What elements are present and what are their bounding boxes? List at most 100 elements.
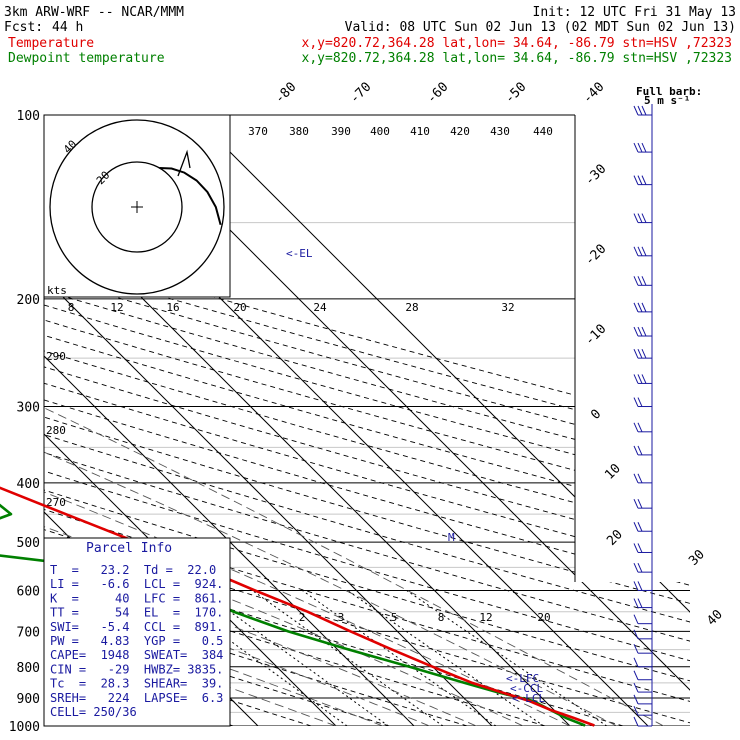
- speed-label: 8: [68, 301, 75, 314]
- parcel-info-row: Tc = 28.3 SHEAR= 39.: [50, 677, 223, 691]
- pressure-label: 800: [17, 661, 40, 676]
- theta-e-label: 370: [248, 125, 268, 138]
- dry-adiabat-line: [44, 115, 690, 726]
- wind-barb: [633, 657, 652, 668]
- isotherm-line: [44, 115, 415, 726]
- parcel-info-title: Parcel Info: [86, 541, 172, 556]
- pressure-axis-labels: 100 200 300 400 500 600 700 800 900 1000: [9, 109, 40, 735]
- wind-barb: [633, 682, 652, 693]
- forecast-hour: 44 h: [52, 20, 83, 35]
- dry-adiabat-line: [44, 115, 690, 726]
- wind-barb: [633, 142, 652, 153]
- pressure-label: 1000: [9, 720, 40, 735]
- pressure-label: 500: [17, 536, 40, 551]
- isotherm-label: -30: [582, 162, 609, 189]
- speed-label: 20: [233, 301, 246, 314]
- speed-label: 32: [501, 301, 514, 314]
- isotherm-line: [44, 115, 337, 726]
- wind-barb: [633, 422, 652, 433]
- mixing-ratio-line: [302, 590, 497, 726]
- wind-barb: [633, 694, 652, 705]
- theta-e-label: 420: [450, 125, 470, 138]
- storm-motion-arrow: [177, 149, 191, 177]
- isotherm-label: -40: [580, 80, 607, 107]
- parcel-info-row: SREH= 224 LAPSE= 6.3: [50, 691, 223, 705]
- mixing-ratio-line: [200, 590, 389, 726]
- wind-barb: [633, 643, 652, 654]
- isotherm-line: [44, 115, 493, 726]
- hodograph-trace: [159, 167, 222, 226]
- dry-adiabat-line: [44, 115, 690, 726]
- storm-marker: M: [448, 531, 455, 544]
- parcel-info-row: CELL= 250/36: [50, 705, 137, 719]
- parcel-info-row: TT = 54 EL = 170.: [50, 606, 223, 620]
- pressure-label: 400: [17, 477, 40, 492]
- wind-barb: [633, 302, 652, 313]
- dry-adiabat-line: [44, 115, 390, 726]
- theta-e-label: 440: [533, 125, 553, 138]
- forecast-label: Fcst:: [4, 20, 43, 35]
- mixing-ratio-labels: 2 3 5 8 12 20: [299, 611, 551, 624]
- mixing-ratio-line: [252, 590, 444, 726]
- full-barb-note: Full barb:: [636, 85, 702, 98]
- dewpoint-location: x,y=820.72,364.28 lat,lon= 34.64, -86.79…: [302, 51, 732, 66]
- isotherm-label: 40: [704, 607, 726, 629]
- wind-barb: [633, 716, 652, 727]
- wind-barb: [633, 246, 652, 257]
- wind-barb: [633, 445, 652, 456]
- isotherm-label: 0: [588, 407, 604, 423]
- isotherm-label: -80: [272, 80, 299, 107]
- mixing-ratio-label: 5: [391, 611, 398, 624]
- ccl-annotation: <-CCL: [510, 682, 543, 695]
- mixing-ratio-label: 20: [537, 611, 550, 624]
- wind-barb: [633, 348, 652, 359]
- speed-label: 28: [405, 301, 418, 314]
- isotherm-label: -70: [347, 80, 374, 107]
- dry-adiabat-line: [44, 115, 690, 726]
- wind-barb: [633, 522, 652, 532]
- theta-e-labels: 370 380 390 400 410 420 430 440: [248, 125, 553, 138]
- isotherm-label: 20: [604, 527, 626, 549]
- dry-adiabat-line: [44, 115, 690, 726]
- pressure-label: 900: [17, 692, 40, 707]
- moist-adiabat-line: [44, 298, 664, 726]
- wind-barb: [633, 705, 652, 716]
- wind-barb: [633, 374, 652, 384]
- isotherm-label: 30: [686, 547, 708, 569]
- dry-adiabat-line: [44, 115, 690, 726]
- theta-e-label: 390: [331, 125, 351, 138]
- dewpoint-legend: Dewpoint temperature: [8, 51, 165, 66]
- wind-barb: [633, 473, 652, 484]
- parcel-info-row: SWI= -5.4 CCL = 891.: [50, 620, 223, 634]
- mixing-ratio-label: 2: [299, 611, 306, 624]
- temperature-location: x,y=820.72,364.28 lat,lon= 34.64, -86.79…: [302, 36, 732, 51]
- speed-label: 24: [313, 301, 327, 314]
- wind-barb: [633, 326, 652, 337]
- isotherm-label: -60: [424, 80, 451, 107]
- pressure-label: 600: [17, 584, 40, 599]
- kts-label: kts: [47, 284, 67, 297]
- mixing-ratio-label: 3: [338, 611, 345, 624]
- wind-barb: [633, 397, 652, 408]
- wind-barb: [633, 562, 652, 573]
- wind-barb: [633, 598, 652, 609]
- wind-barb: [633, 543, 652, 553]
- parcel-info-row: LI = -6.6 LCL = 924.: [50, 577, 223, 591]
- mixing-ratio-label: 12: [479, 611, 492, 624]
- isotherm-label: 10: [602, 461, 624, 483]
- temperature-legend: Temperature: [8, 36, 94, 51]
- wind-barb: [633, 581, 652, 591]
- theta-e-label: 410: [410, 125, 430, 138]
- isotherm-label: -20: [582, 242, 609, 269]
- pressure-label: 200: [17, 293, 40, 308]
- theta-e-label: 380: [289, 125, 309, 138]
- pressure-label: 300: [17, 401, 40, 416]
- parcel-info-row: CAPE= 1948 SWEAT= 384: [50, 648, 223, 662]
- dry-adiabat-line: [44, 115, 468, 726]
- wind-barb: [633, 629, 652, 640]
- dry-adiabat-line: [44, 115, 690, 726]
- mixing-ratio-label: 8: [438, 611, 445, 624]
- parcel-info-row: PW = 4.83 YGP = 0.5: [50, 634, 223, 648]
- pressure-label: 700: [17, 625, 40, 640]
